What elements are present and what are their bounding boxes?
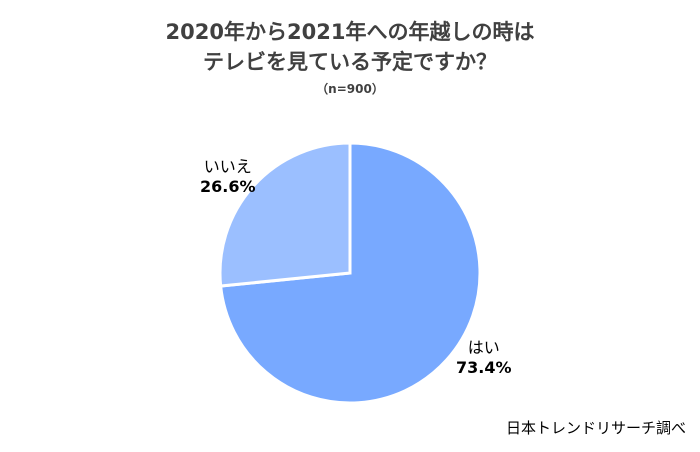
slice-label-hai: はい 73.4%: [456, 338, 512, 378]
slice-label-iie: いいえ 26.6%: [200, 157, 256, 197]
chart-title-line-2: テレビを見ている予定ですか？: [203, 50, 497, 74]
slice-label-iie-value: 26.6%: [200, 177, 256, 196]
chart-subtitle: （n=900）: [316, 82, 384, 96]
source-credit: 日本トレンドリサーチ調べ: [505, 419, 686, 437]
slice-label-hai-name: はい: [467, 338, 500, 357]
pie-slice-iie: [218, 141, 352, 288]
slice-label-hai-value: 73.4%: [456, 358, 512, 377]
slice-label-iie-name: いいえ: [203, 157, 252, 176]
chart-title-line-1: 2020年から2021年への年越しの時は: [165, 20, 535, 44]
